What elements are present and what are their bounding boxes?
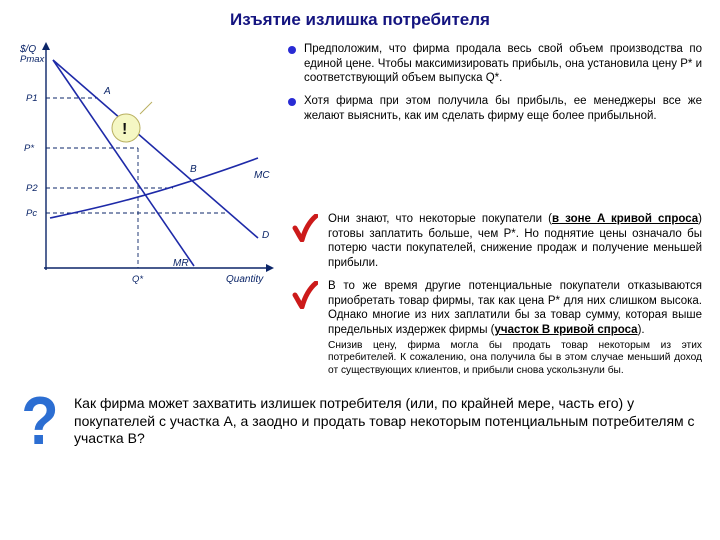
point-a-label: A — [103, 86, 111, 97]
check-icon — [292, 214, 318, 242]
bullet-icon — [288, 46, 296, 54]
question-mark-icon: ? — [20, 396, 60, 447]
bullet-icon — [288, 98, 296, 106]
bullet-2: В то же время другие потенциальные покуп… — [328, 279, 702, 377]
question-row: ? Как фирма может захватить излишек потр… — [18, 395, 702, 448]
x-axis-label: Quantity — [226, 274, 264, 285]
mr-label: MR — [173, 258, 189, 269]
tick-pc: Pc — [26, 208, 37, 219]
tick-pstar: P* — [24, 143, 34, 154]
page-title: Изъятие излишка потребителя — [18, 10, 702, 30]
question-text: Как фирма может захватить излишек потреб… — [74, 395, 702, 448]
tick-p2: P2 — [26, 183, 38, 194]
callout-icon: ! — [112, 102, 152, 142]
tick-pmax: Pmax — [20, 54, 46, 65]
mc-label: MC — [254, 170, 270, 181]
tick-qstar: Q* — [132, 274, 143, 285]
tick-p1: P1 — [26, 93, 38, 104]
intro-p1: Предположим, что фирма продала весь свой… — [304, 42, 702, 86]
intro-p2: Хотя фирма при этом получила бы прибыль,… — [304, 94, 702, 123]
bullet-1: Они знают, что некоторые покупатели (в з… — [328, 212, 702, 271]
point-b-label: B — [190, 164, 197, 175]
check-icon — [292, 281, 318, 309]
demand-label: D — [262, 230, 269, 241]
mr-curve — [53, 60, 194, 266]
svg-text:!: ! — [122, 121, 127, 138]
econ-chart: $/Q Quantity Pmax P1 P* P2 Pc Q* D MR — [18, 38, 278, 298]
